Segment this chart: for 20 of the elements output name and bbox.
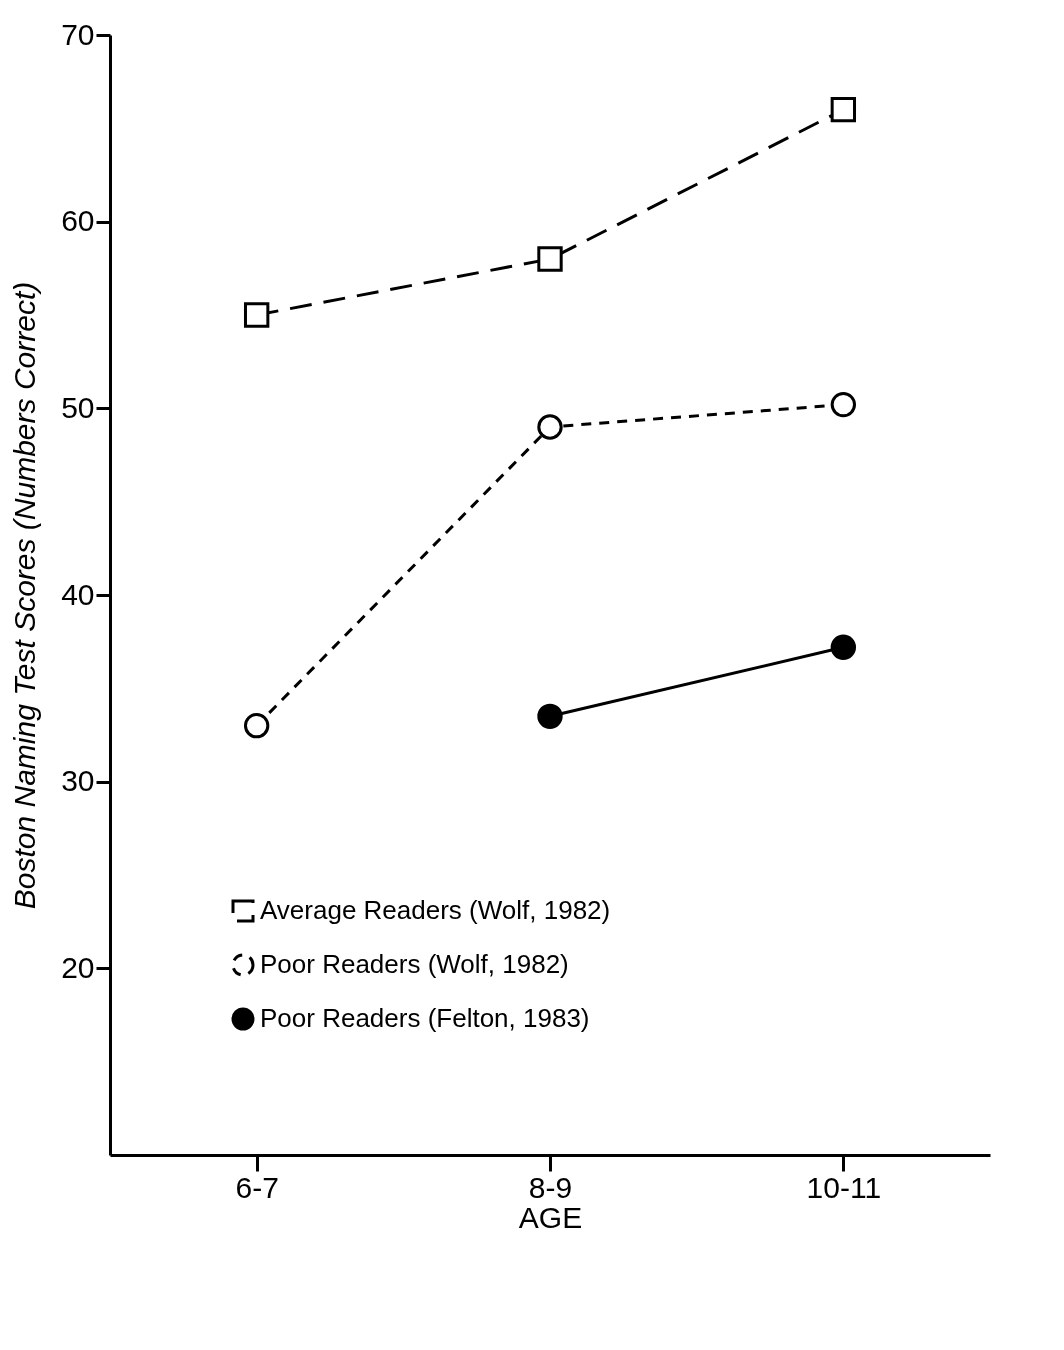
point — [243, 713, 270, 739]
point — [243, 302, 270, 328]
y-tick-label: 30 — [61, 764, 95, 798]
x-tick-label: 6-7 — [235, 1170, 279, 1204]
y-tick-label: 50 — [61, 390, 95, 424]
x-tick-label: 10-11 — [806, 1170, 882, 1204]
y-tick-label: 60 — [61, 204, 95, 238]
y-tick-label: 70 — [61, 17, 95, 51]
y-axis-title: Boston Naming Test Scores (Numbers Correct) — [8, 281, 42, 910]
y-tick-label: 40 — [61, 577, 95, 611]
point — [830, 96, 857, 123]
point — [830, 634, 857, 660]
point — [537, 414, 563, 440]
point — [537, 246, 563, 272]
legend-label: Poor Readers (Felton, 1983) — [260, 1003, 590, 1033]
point — [830, 391, 857, 418]
point — [537, 703, 563, 729]
legend-label: Average Readers (Wolf, 1982) — [260, 895, 611, 925]
y-tick-label: 20 — [61, 950, 95, 984]
legend-label: Poor Readers (Wolf, 1982) — [260, 949, 569, 979]
